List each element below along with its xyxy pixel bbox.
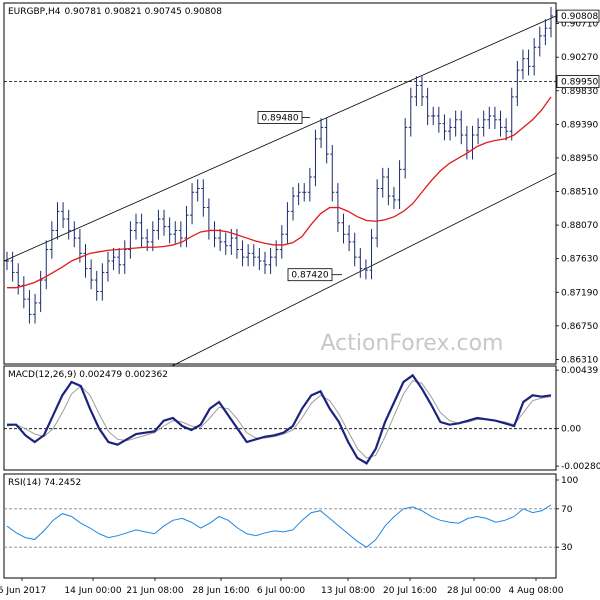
time-tick-label: 21 Jun 08:00 — [126, 586, 183, 596]
macd-tick-label: 0.00 — [561, 425, 581, 435]
line-price-tag-box — [556, 75, 600, 89]
time-tick-label: 6 Jun 2017 — [0, 586, 46, 596]
price-tick-label: 0.88070 — [561, 221, 598, 231]
rsi-tick-label: 30 — [561, 543, 573, 553]
channel-upper-line — [3, 15, 557, 262]
time-tick-label: 20 Jul 16:00 — [383, 586, 437, 596]
macd-panel: MACD(12,26,9) 0.002479 0.002362 0.00439 0.… — [3, 365, 600, 472]
ohlc-label: 0.90781 0.90821 0.90745 0.90808 — [64, 7, 222, 17]
price-tick-label: 0.87190 — [561, 288, 598, 298]
price-tick-label: 0.89390 — [561, 120, 598, 130]
annotation-high-label: 0.89480 — [261, 113, 298, 123]
symbol-label: EURGBP,H4 — [8, 7, 61, 17]
time-tick-label: 28 Jun 16:00 — [192, 586, 249, 596]
time-tick-label: 13 Jul 08:00 — [321, 586, 375, 596]
current-price-tag-box — [556, 9, 600, 23]
rsi-tick-label: 70 — [561, 505, 573, 515]
price-tick-label: 0.88510 — [561, 188, 598, 198]
time-tick-label: 4 Aug 08:00 — [509, 586, 564, 596]
price-tick-label: 0.87630 — [561, 255, 598, 265]
moving-average-line — [7, 96, 552, 289]
chart-header: EURGBP,H4 0.90781 0.90821 0.90745 0.90808 — [8, 7, 222, 17]
channel-lower-line — [149, 172, 557, 378]
price-tick-label: 0.90710 — [561, 20, 598, 30]
time-tick-label: 14 Jun 00:00 — [64, 586, 121, 596]
price-tick-label: 0.86310 — [561, 355, 598, 365]
time-tick-label: 28 Jul 00:00 — [447, 586, 501, 596]
watermark: ActionForex.com — [321, 331, 504, 356]
rsi-frame — [3, 473, 557, 579]
line-price-tag: 0.89950 — [561, 78, 598, 88]
time-tick-label: 6 Jul 00:00 — [257, 586, 306, 596]
price-panel: ActionForex.com0.894800.874200.907100.90… — [3, 2, 600, 378]
price-frame — [3, 2, 557, 365]
macd-label: MACD(12,26,9) 0.002479 0.002362 — [8, 370, 168, 380]
rsi-label: RSI(14) 74.2452 — [8, 478, 81, 488]
price-tick-label: 0.88950 — [561, 154, 598, 164]
macd-frame — [3, 365, 557, 471]
macd-line — [7, 373, 552, 465]
price-tick-label: 0.86750 — [561, 322, 598, 332]
price-tick-label: 0.90270 — [561, 53, 598, 63]
rsi-tick-label: 100 — [561, 476, 578, 486]
time-axis: 6 Jun 2017 14 Jun 00:00 21 Jun 08:00 28 Jun… — [0, 578, 564, 596]
macd-tick-label: -0.002809 — [561, 462, 600, 472]
macd-tick-label: 0.00439 — [561, 366, 598, 376]
annotation-low-label: 0.87420 — [291, 271, 328, 281]
current-price-tag: 0.90808 — [561, 12, 598, 22]
rsi-line — [6, 504, 552, 548]
price-tick-label: 0.89830 — [561, 87, 598, 97]
rsi-panel: RSI(14) 74.2452 100 70 30 — [3, 473, 578, 579]
